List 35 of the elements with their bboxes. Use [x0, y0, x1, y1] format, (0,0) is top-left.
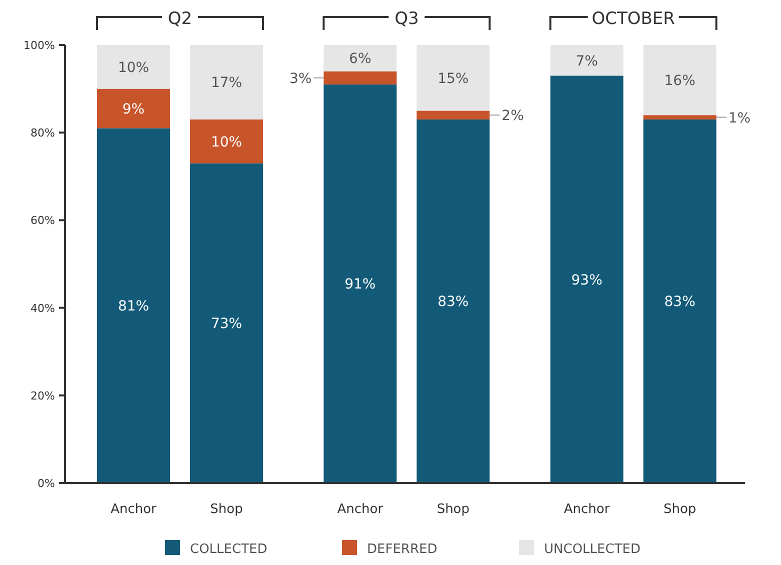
y-tick-label: 100%	[24, 39, 55, 52]
y-tick-label: 0%	[38, 477, 55, 490]
text: OCTOBER	[592, 9, 676, 29]
data-label: 93%	[571, 272, 602, 288]
data-label: 15%	[438, 70, 469, 87]
data-label: 83%	[664, 294, 696, 310]
data-label: 7%	[576, 53, 598, 70]
data-label: 3%	[289, 70, 312, 87]
x-tick-label: Shop	[436, 502, 470, 517]
data-label: 91%	[344, 276, 376, 293]
text: Q3	[394, 9, 419, 29]
data-label: 73%	[210, 316, 242, 332]
data-label: 10%	[210, 134, 242, 150]
y-tick-label: 80%	[30, 126, 55, 140]
legend-label: DEFERRED	[367, 542, 438, 557]
y-tick-label: 40%	[30, 302, 55, 315]
text: Q2	[168, 9, 192, 29]
legend-label: UNCOLLECTED	[544, 542, 640, 557]
data-label: 16%	[664, 73, 696, 90]
data-label: 17%	[210, 75, 242, 92]
y-tick-label: 20%	[30, 389, 55, 402]
x-tick-label: Anchor	[564, 502, 610, 517]
data-label: 81%	[118, 298, 150, 315]
data-label: 83%	[438, 294, 469, 310]
data-label: 1%	[728, 110, 751, 126]
data-label: 6%	[349, 51, 372, 68]
x-tick-label: Anchor	[110, 502, 158, 517]
x-tick-label: Shop	[663, 502, 696, 517]
x-tick-label: Shop	[210, 502, 243, 517]
y-tick-label: 60%	[30, 214, 55, 228]
legend-label: COLLECTED	[190, 542, 268, 557]
data-label: 9%	[122, 102, 145, 118]
data-label: 10%	[118, 60, 150, 76]
x-tick-label: Anchor	[337, 502, 384, 517]
data-label: 2%	[502, 108, 524, 124]
